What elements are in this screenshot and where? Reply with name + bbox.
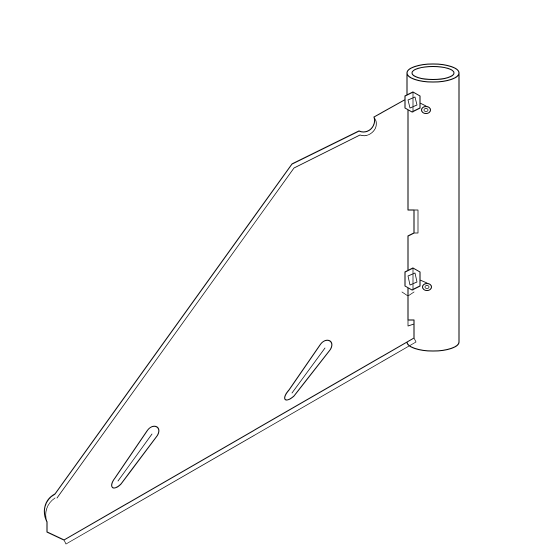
triangular-bracket-plate (43, 97, 419, 545)
lower-slot (111, 425, 160, 489)
pipe-clamp-upper (404, 91, 431, 114)
upper-slot (284, 339, 333, 401)
pipe-clamp-lower (401, 267, 432, 297)
